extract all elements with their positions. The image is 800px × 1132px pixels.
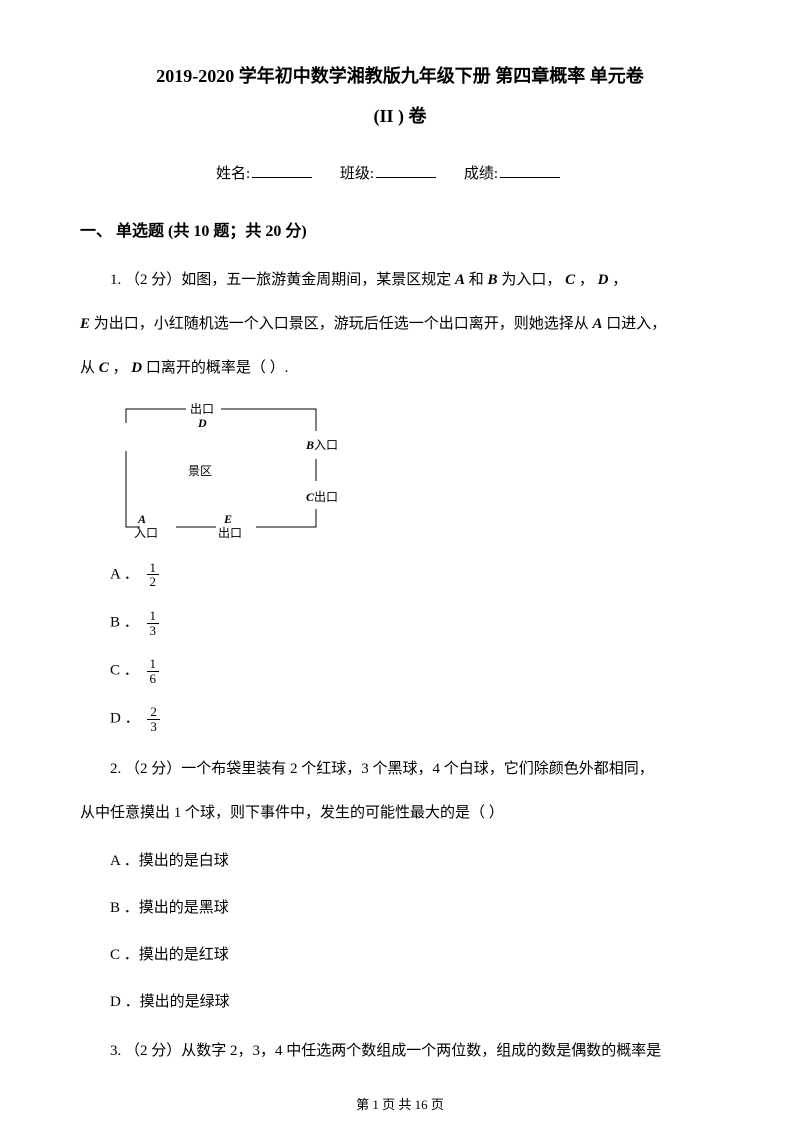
diagram-scenic: 景区 [188, 461, 212, 483]
q1-var-D2: D [131, 360, 142, 376]
q1-text-2b: 为出口，小红随机选一个入口景区，游玩后任选一个出口离开，则她选择从 [90, 316, 593, 332]
q1-optA-label: A ． [110, 566, 139, 582]
q1-optC-frac: 16 [147, 657, 160, 685]
q1-diagram: 出口 D B入口 景区 C出口 A 入口 E 出口 [116, 401, 354, 541]
q1-var-E: E [80, 316, 90, 332]
name-label: 姓名: [216, 166, 250, 182]
diagram-svg [116, 401, 354, 541]
diagram-b-entry: B入口 [306, 435, 338, 457]
q1-var-A: A [455, 272, 465, 288]
diagram-c-exit: C出口 [306, 487, 338, 509]
q1-text-3a: 从 [80, 360, 99, 376]
class-label: 班级: [340, 166, 374, 182]
q1-optA-frac: 12 [147, 561, 160, 589]
q1-mid1: 为入口， [498, 272, 566, 288]
q1-stem-line3: 从 C ， D 口离开的概率是（ ）. [80, 353, 720, 383]
q1-stem-line1: 1. （2 分）如图，五一旅游黄金周期间，某景区规定 A 和 B 为入口， C … [80, 265, 720, 295]
doc-title-line1: 2019-2020 学年初中数学湘教版九年级下册 第四章概率 单元卷 [80, 60, 720, 92]
q2-option-d[interactable]: D ．摸出的是绿球 [110, 989, 720, 1016]
q2-stem-line2: 从中任意摸出 1 个球，则下事件中，发生的可能性最大的是（ ） [80, 798, 720, 828]
q1-option-d[interactable]: D ． 23 [110, 705, 720, 733]
q1-var-B: B [488, 272, 498, 288]
q1-options: A ． 12 B ． 13 C ． 16 D ． 23 [80, 561, 720, 734]
q1-text-1: 1. （2 分）如图，五一旅游黄金周期间，某景区规定 [110, 272, 455, 288]
q1-optB-frac: 13 [147, 609, 160, 637]
q2-options: A ．摸出的是白球 B ．摸出的是黑球 C ．摸出的是红球 D ．摸出的是绿球 [80, 848, 720, 1016]
q1-text-2c: 口进入， [603, 316, 667, 332]
student-info-line: 姓名: 班级: 成绩: [80, 161, 720, 188]
q1-optC-label: C ． [110, 663, 139, 679]
q1-optD-label: D ． [110, 711, 140, 727]
diagram-a-entry: 入口 [134, 523, 158, 545]
q1-option-b[interactable]: B ． 13 [110, 609, 720, 637]
q2-option-a[interactable]: A ．摸出的是白球 [110, 848, 720, 875]
diagram-D: D [198, 413, 207, 435]
score-blank[interactable] [500, 163, 560, 178]
score-label: 成绩: [464, 166, 498, 182]
q1-var-C2: C [99, 360, 109, 376]
q2-option-c[interactable]: C ．摸出的是红球 [110, 942, 720, 969]
diagram-e-exit: 出口 [218, 523, 242, 545]
q1-and: 和 [465, 272, 488, 288]
q1-var-D: D [598, 272, 609, 288]
doc-title-line2: (II ) 卷 [80, 100, 720, 132]
class-blank[interactable] [376, 163, 436, 178]
q1-comma3: ， [109, 360, 132, 376]
q1-var-A2: A [593, 316, 603, 332]
q2-stem-line1: 2. （2 分）一个布袋里装有 2 个红球，3 个黑球，4 个白球，它们除颜色外… [80, 754, 720, 784]
q1-option-a[interactable]: A ． 12 [110, 561, 720, 589]
name-blank[interactable] [252, 163, 312, 178]
q2-option-b[interactable]: B ．摸出的是黑球 [110, 895, 720, 922]
q1-stem-line2: E 为出口，小红随机选一个入口景区，游玩后任选一个出口离开，则她选择从 A 口进… [80, 309, 720, 339]
section-heading: 一、 单选题 (共 10 题；共 20 分) [80, 218, 720, 247]
q1-text-3b: 口离开的概率是（ ）. [142, 360, 288, 376]
page-footer: 第 1 页 共 16 页 [0, 1093, 800, 1116]
q1-comma2: ， [608, 272, 627, 288]
q1-option-c[interactable]: C ． 16 [110, 657, 720, 685]
q1-optB-label: B ． [110, 614, 139, 630]
q1-var-C: C [565, 272, 575, 288]
q1-comma1: ， [575, 272, 598, 288]
q3-stem: 3. （2 分）从数字 2，3，4 中任选两个数组成一个两位数，组成的数是偶数的… [80, 1036, 720, 1066]
q1-optD-frac: 23 [147, 705, 160, 733]
page-content: 2019-2020 学年初中数学湘教版九年级下册 第四章概率 单元卷 (II )… [0, 0, 800, 1110]
